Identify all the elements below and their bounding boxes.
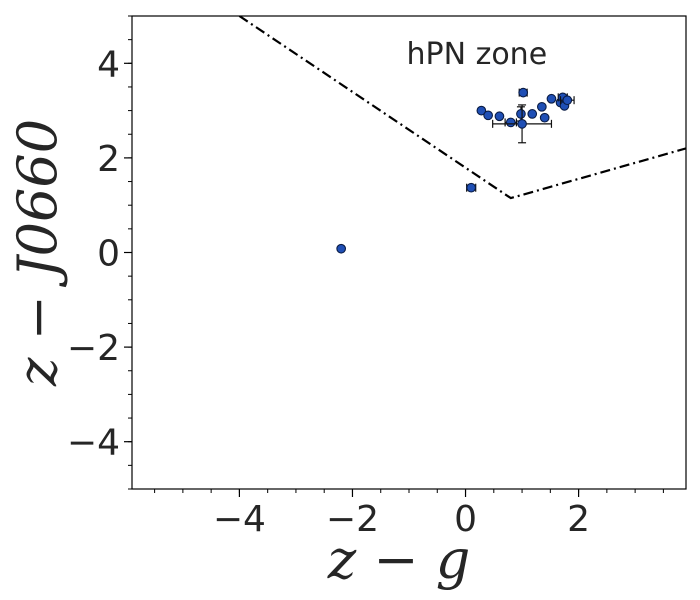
- data-point-11: [539, 112, 550, 123]
- boundary-line: [238, 16, 686, 200]
- y-axis-title: z − J0660: [6, 119, 69, 387]
- points-layer: [336, 87, 575, 254]
- data-point-6: [505, 117, 516, 128]
- hpn-zone-label: hPN zone: [407, 37, 548, 72]
- x-axis-title: z − g: [327, 528, 471, 591]
- y-tick-label: 4: [97, 44, 120, 85]
- y-tick-label: −4: [67, 423, 120, 464]
- data-point-7: [516, 109, 526, 119]
- x-tick-label: 0: [454, 499, 477, 540]
- data-point-0: [336, 243, 347, 254]
- data-point-1: [466, 182, 477, 193]
- data-point-4: [483, 110, 493, 121]
- labels-layer: −4 −2 0 2 −4 −2 0 2 4 z − g z − J0660 hPN zone: [6, 37, 590, 591]
- boundary-line-layer: [238, 16, 686, 200]
- x-tick-label: −4: [213, 499, 266, 540]
- data-point-8: [517, 118, 527, 129]
- plot-frame: [131, 15, 687, 490]
- axes-layer: [124, 15, 687, 497]
- data-point-3: [476, 105, 487, 116]
- y-tick-label: 0: [97, 234, 120, 275]
- y-tick-label: 2: [97, 139, 120, 180]
- x-tick-label: 2: [567, 499, 590, 540]
- y-tick-label: −2: [67, 328, 120, 369]
- data-point-2: [518, 87, 529, 98]
- data-point-12: [546, 93, 557, 104]
- data-point-9: [527, 109, 538, 119]
- x-tick-label: −2: [326, 499, 379, 540]
- data-point-16: [562, 95, 573, 106]
- data-point-5: [494, 111, 505, 122]
- data-point-10: [536, 101, 547, 112]
